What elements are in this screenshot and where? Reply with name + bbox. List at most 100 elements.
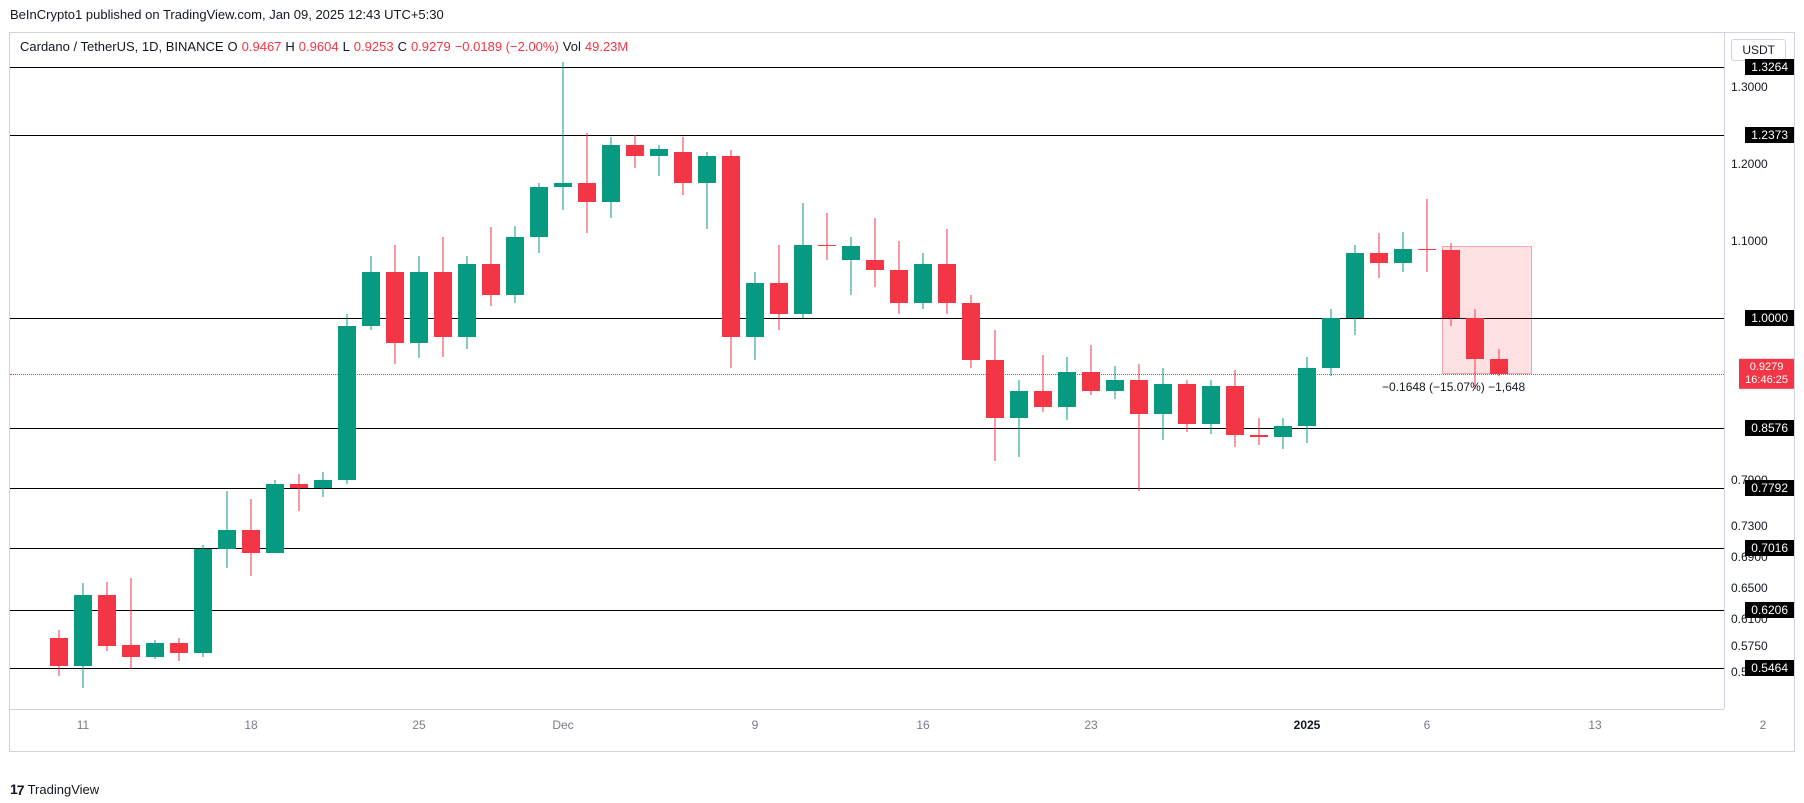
level-line[interactable] (10, 67, 1724, 68)
time-tick: Dec (552, 718, 573, 732)
h-value: 0.9604 (299, 39, 339, 54)
candle[interactable] (1394, 232, 1412, 272)
time-tick: 2 (1760, 718, 1767, 732)
level-line[interactable] (10, 135, 1724, 136)
level-label: 0.6206 (1745, 602, 1794, 618)
candle[interactable] (1442, 243, 1460, 326)
candle[interactable] (1298, 357, 1316, 443)
candle[interactable] (842, 237, 860, 295)
candle[interactable] (314, 472, 332, 497)
candle[interactable] (746, 272, 764, 361)
level-line[interactable] (10, 610, 1724, 611)
candle[interactable] (170, 638, 188, 661)
candle[interactable] (1466, 309, 1484, 389)
candle[interactable] (1226, 370, 1244, 447)
last-price-label: 0.927916:46:25 (1739, 358, 1794, 388)
candle[interactable] (914, 253, 932, 309)
candle[interactable] (794, 203, 812, 319)
level-line[interactable] (10, 428, 1724, 429)
time-tick: 13 (1588, 718, 1601, 732)
candle[interactable] (1490, 349, 1508, 376)
candle[interactable] (434, 237, 452, 356)
candle[interactable] (74, 583, 92, 688)
time-axis[interactable]: 111825Dec9162320256132 (10, 709, 1724, 751)
legend: Cardano / TetherUS, 1D, BINANCE O 0.9467… (20, 39, 628, 54)
level-label: 1.0000 (1745, 310, 1794, 326)
vol-value: 49.23M (585, 39, 628, 54)
level-label: 1.2373 (1745, 127, 1794, 143)
candle[interactable] (50, 630, 68, 676)
l-value: 0.9253 (354, 39, 394, 54)
candle[interactable] (266, 480, 284, 553)
l-label: L (343, 39, 350, 54)
candle[interactable] (1058, 357, 1076, 420)
level-label: 1.3264 (1745, 59, 1794, 75)
candle[interactable] (1274, 418, 1292, 449)
candle[interactable] (290, 474, 308, 511)
level-label: 0.7016 (1745, 540, 1794, 556)
candle[interactable] (1130, 364, 1148, 491)
candle[interactable] (890, 241, 908, 314)
candle[interactable] (554, 62, 572, 210)
c-value: 0.9279 (411, 39, 451, 54)
candle[interactable] (698, 152, 716, 229)
candle[interactable] (98, 582, 116, 651)
symbol-label[interactable]: Cardano / TetherUS, 1D, BINANCE (20, 39, 224, 54)
candle[interactable] (1322, 309, 1340, 376)
footer-brand: TradingView (28, 782, 100, 797)
chart-pane[interactable]: −0.1648 (−15.07%) −1,648 (10, 33, 1724, 709)
candle[interactable] (1034, 355, 1052, 412)
candle[interactable] (674, 137, 692, 195)
candle[interactable] (218, 491, 236, 568)
price-axis[interactable]: 1.30001.20001.10000.73000.69000.65000.61… (1724, 33, 1794, 709)
candle[interactable] (530, 183, 548, 252)
candle[interactable] (602, 137, 620, 218)
candle[interactable] (650, 145, 668, 176)
time-tick: 6 (1424, 718, 1431, 732)
candle[interactable] (194, 545, 212, 657)
candle[interactable] (818, 213, 836, 261)
candle[interactable] (1010, 380, 1028, 457)
candle[interactable] (986, 330, 1004, 461)
level-line[interactable] (10, 668, 1724, 669)
candle[interactable] (338, 314, 356, 484)
candle[interactable] (122, 578, 140, 668)
candle[interactable] (1082, 345, 1100, 395)
candle[interactable] (242, 499, 260, 576)
candle[interactable] (386, 245, 404, 364)
candle[interactable] (506, 226, 524, 303)
candle[interactable] (362, 256, 380, 329)
price-tick: 1.1000 (1731, 234, 1768, 248)
candle[interactable] (1154, 368, 1172, 440)
candle[interactable] (1250, 418, 1268, 445)
candle[interactable] (410, 256, 428, 358)
price-tick: 0.7300 (1731, 519, 1768, 533)
h-label: H (285, 39, 294, 54)
publish-info: BeInCrypto1 published on TradingView.com… (0, 0, 1804, 28)
time-tick: 23 (1084, 718, 1097, 732)
candle[interactable] (1418, 199, 1436, 272)
candle[interactable] (1346, 245, 1364, 335)
candle[interactable] (938, 229, 956, 314)
candle[interactable] (482, 227, 500, 306)
candle[interactable] (722, 150, 740, 368)
candle[interactable] (146, 640, 164, 658)
candle[interactable] (866, 218, 884, 287)
level-label: 0.7792 (1745, 480, 1794, 496)
time-tick: 9 (752, 718, 759, 732)
candle[interactable] (1202, 380, 1220, 434)
candle[interactable] (1106, 366, 1124, 399)
candle[interactable] (458, 256, 476, 348)
candle[interactable] (1178, 380, 1196, 432)
candle[interactable] (1370, 233, 1388, 278)
candle[interactable] (626, 135, 644, 168)
time-tick: 11 (77, 718, 89, 732)
price-tick: 1.2000 (1731, 157, 1768, 171)
chart-frame[interactable]: Cardano / TetherUS, 1D, BINANCE O 0.9467… (9, 32, 1795, 752)
tradingview-logo-icon: 17 (10, 781, 24, 797)
candle[interactable] (770, 245, 788, 330)
vol-label: Vol (563, 39, 581, 54)
level-label: 0.8576 (1745, 420, 1794, 436)
candle[interactable] (578, 133, 596, 233)
candle[interactable] (962, 295, 980, 368)
